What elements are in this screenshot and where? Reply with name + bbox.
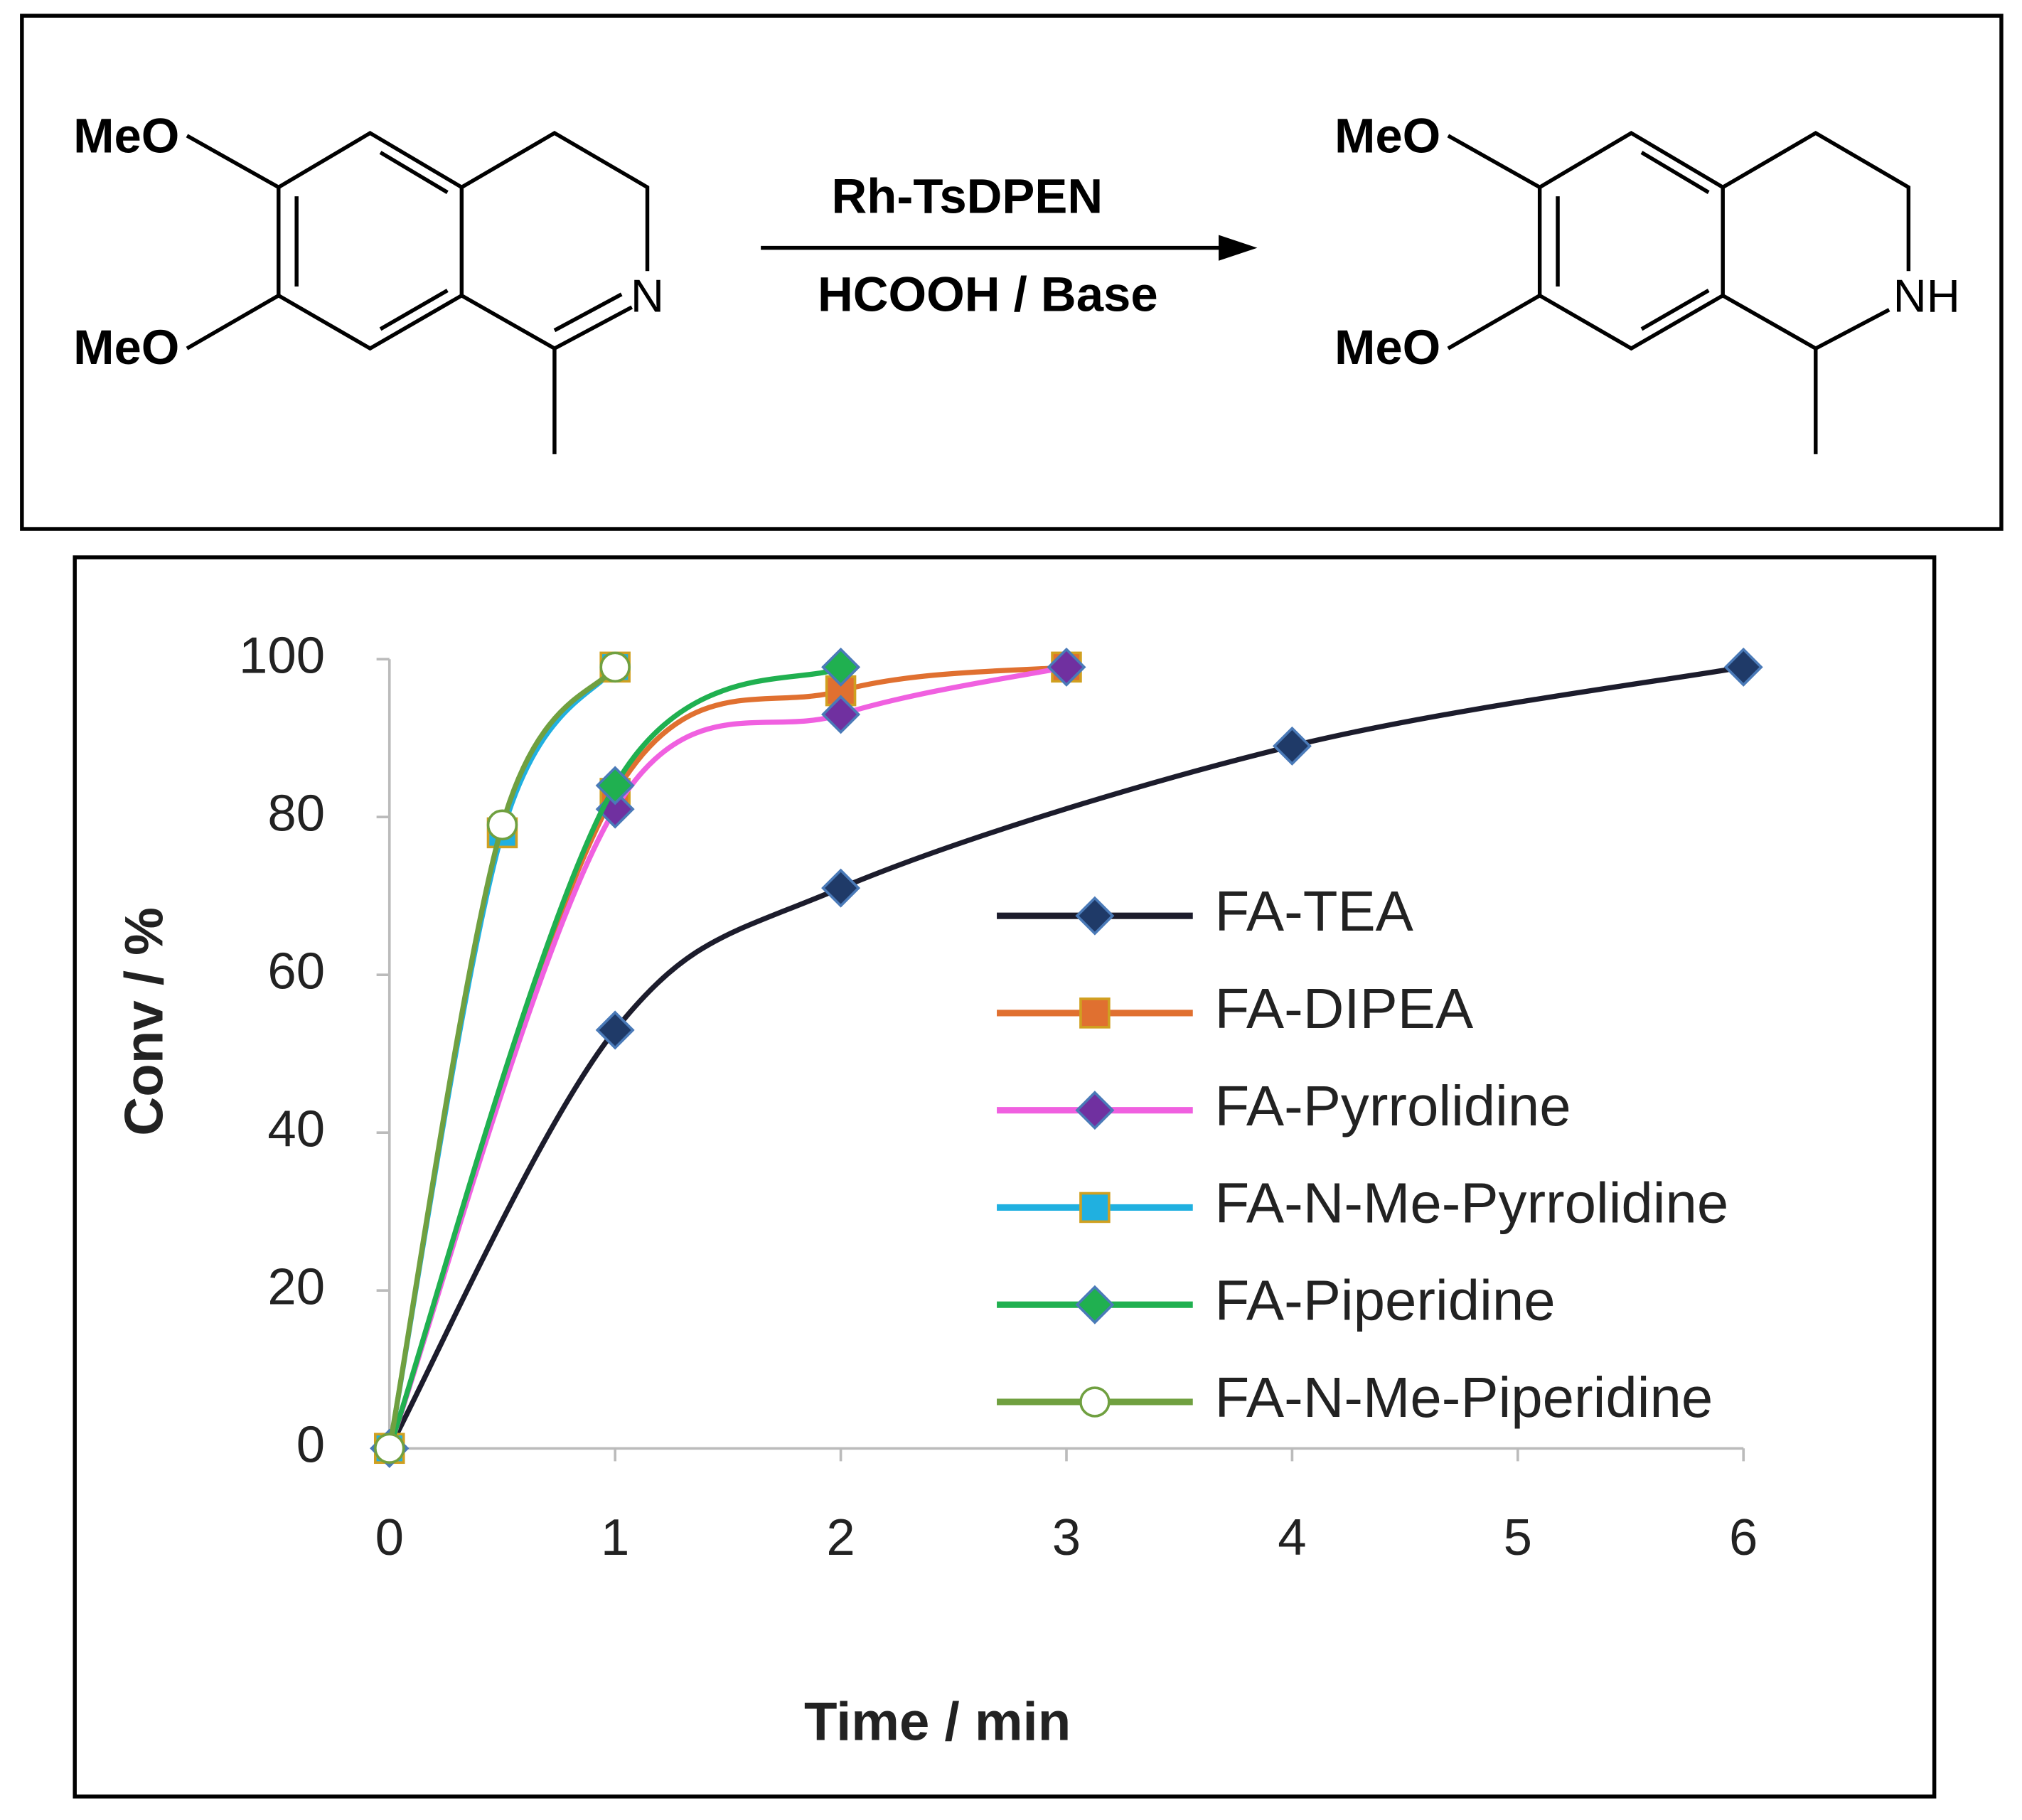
legend-label: FA-TEA xyxy=(1215,879,1414,943)
series-line xyxy=(387,664,1067,1450)
series xyxy=(373,651,1082,1465)
legend-label: FA-N-Me-Pyrrolidine xyxy=(1215,1172,1729,1235)
y-tick-label: 80 xyxy=(267,784,325,842)
atom-label: NH xyxy=(1893,269,1960,321)
legend-marker xyxy=(1079,1386,1111,1418)
legend-label: FA-DIPEA xyxy=(1215,977,1474,1040)
legend-marker xyxy=(1075,1091,1115,1130)
marker xyxy=(821,868,861,908)
substituent-label: MeO xyxy=(1334,108,1440,163)
atom-label: N xyxy=(631,269,664,321)
series-line xyxy=(387,665,618,1449)
reaction-arrow xyxy=(761,235,1258,261)
legend-label: FA-Pyrrolidine xyxy=(1215,1074,1571,1138)
legend-entry: FA-N-Me-Pyrrolidine xyxy=(997,1172,1728,1235)
marker xyxy=(821,647,861,687)
marker xyxy=(595,766,635,805)
reagent-label: Rh-TsDPEN xyxy=(832,169,1103,224)
substituent-label: MeO xyxy=(73,320,179,375)
legend-entry: FA-Pyrrolidine xyxy=(997,1074,1571,1138)
product-structure xyxy=(1447,131,1911,454)
marker xyxy=(1047,647,1086,687)
y-axis-title: Conv / % xyxy=(114,907,175,1136)
marker xyxy=(821,695,861,734)
series xyxy=(373,651,631,1465)
series-line xyxy=(387,664,1744,1450)
reagent-label: HCOOH / Base xyxy=(818,267,1158,322)
series xyxy=(370,647,1086,1468)
series-line xyxy=(387,665,842,1450)
substituent-label: MeO xyxy=(1334,320,1440,375)
x-tick-label: 3 xyxy=(1052,1509,1081,1566)
x-tick-label: 6 xyxy=(1729,1509,1758,1566)
series xyxy=(370,647,861,1468)
reactant-structure xyxy=(186,131,650,454)
substituent-label: MeO xyxy=(73,108,179,163)
x-tick-label: 0 xyxy=(375,1509,404,1566)
y-tick-label: 40 xyxy=(267,1100,325,1157)
x-tick-label: 5 xyxy=(1504,1509,1532,1566)
y-tick-label: 60 xyxy=(267,942,325,1000)
marker xyxy=(1723,647,1763,687)
chart-frame xyxy=(73,555,1937,1799)
y-tick-label: 20 xyxy=(267,1258,325,1315)
legend-marker xyxy=(1075,896,1115,936)
series-line xyxy=(387,664,1067,1450)
marker xyxy=(599,651,631,683)
series xyxy=(373,651,631,1465)
x-tick-label: 2 xyxy=(826,1509,855,1566)
y-tick-label: 0 xyxy=(296,1415,325,1473)
series xyxy=(370,647,1763,1468)
legend-entry: FA-DIPEA xyxy=(997,977,1474,1040)
legend-entry: FA-N-Me-Piperidine xyxy=(997,1366,1713,1429)
marker xyxy=(486,809,518,841)
scheme-frame xyxy=(20,14,2004,531)
x-axis-title: Time / min xyxy=(804,1691,1071,1752)
x-tick-label: 1 xyxy=(601,1509,629,1566)
x-tick-label: 4 xyxy=(1278,1509,1306,1566)
legend-entry: FA-Piperidine xyxy=(997,1268,1556,1332)
legend-label: FA-Piperidine xyxy=(1215,1268,1556,1332)
legend-marker xyxy=(1079,997,1111,1029)
marker xyxy=(595,1010,635,1050)
y-tick-label: 100 xyxy=(239,626,325,684)
marker xyxy=(1272,726,1312,766)
legend-entry: FA-TEA xyxy=(997,879,1414,943)
marker xyxy=(373,1433,405,1465)
legend-marker xyxy=(1075,1285,1115,1324)
legend-marker xyxy=(1079,1192,1111,1224)
legend-label: FA-N-Me-Piperidine xyxy=(1215,1366,1713,1429)
